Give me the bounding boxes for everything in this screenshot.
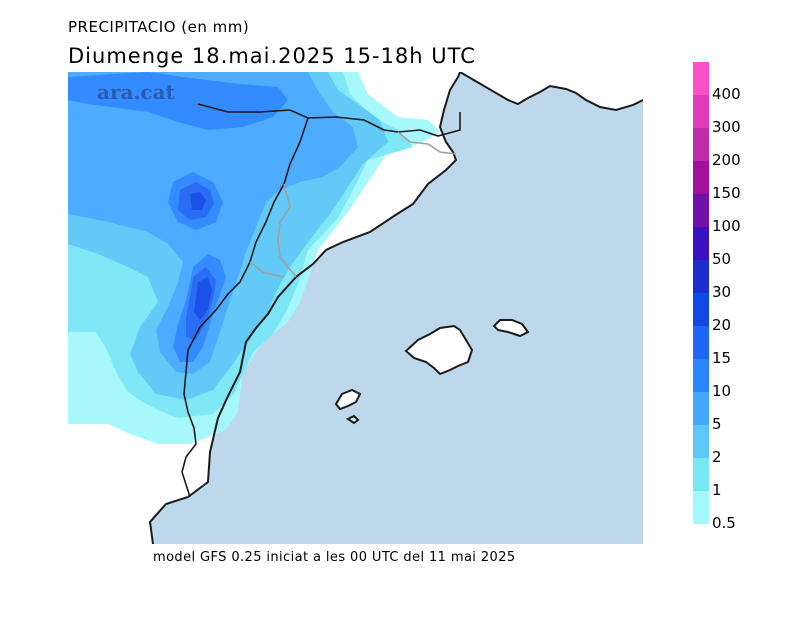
legend-swatch-5 bbox=[693, 392, 709, 425]
legend-swatch-200 bbox=[693, 128, 709, 161]
legend-label-150: 150 bbox=[712, 184, 741, 202]
france-coastline bbox=[459, 72, 643, 112]
legend-label-200: 200 bbox=[712, 151, 741, 169]
map-variable-title: PRECIPITACIO (en mm) bbox=[68, 18, 250, 36]
legend-swatch-400 bbox=[693, 62, 709, 95]
legend-color-bar bbox=[693, 62, 709, 524]
legend-swatch-20 bbox=[693, 293, 709, 326]
legend-label-30: 30 bbox=[712, 283, 732, 301]
legend-label-1: 1 bbox=[712, 481, 722, 499]
legend-label-20: 20 bbox=[712, 316, 732, 334]
island-ibiza bbox=[334, 388, 362, 411]
map-canvas bbox=[68, 72, 643, 544]
legend-label-300: 300 bbox=[712, 118, 741, 136]
model-run-caption: model GFS 0.25 iniciat a les 00 UTC del … bbox=[153, 550, 516, 565]
regional-border bbox=[181, 117, 309, 498]
legend-label-2: 2 bbox=[712, 448, 722, 466]
legend-swatch-2 bbox=[693, 425, 709, 458]
legend-label-50: 50 bbox=[712, 250, 732, 268]
legend-label-5: 5 bbox=[712, 415, 722, 433]
legend-label-100: 100 bbox=[712, 217, 741, 235]
legend-swatch-15 bbox=[693, 326, 709, 359]
precip-10mm-area-north bbox=[68, 72, 288, 130]
land-area-north bbox=[460, 72, 643, 110]
legend-label-0-5: 0.5 bbox=[712, 514, 736, 532]
legend-swatch-150 bbox=[693, 161, 709, 194]
island-formentera bbox=[346, 414, 360, 425]
legend-label-400: 400 bbox=[712, 85, 741, 103]
legend-swatch-30 bbox=[693, 260, 709, 293]
ara-cat-watermark-logo: ara.cat bbox=[97, 80, 175, 104]
internal-border bbox=[249, 131, 457, 278]
precip-20mm-area bbox=[194, 277, 212, 320]
precip-20mm-area-center bbox=[190, 192, 206, 210]
precipitation-field bbox=[68, 72, 440, 444]
legend-swatch-300 bbox=[693, 95, 709, 128]
legend-swatch-50 bbox=[693, 227, 709, 260]
map-datetime-title: Diumenge 18.mai.2025 15-18h UTC bbox=[68, 44, 476, 68]
legend-label-10: 10 bbox=[712, 382, 732, 400]
precipitation-map bbox=[68, 72, 643, 544]
legend-swatch-1 bbox=[693, 458, 709, 491]
island-menorca bbox=[492, 319, 530, 338]
legend-swatch-100 bbox=[693, 194, 709, 227]
island-mallorca bbox=[404, 324, 474, 376]
legend-swatch-0-5 bbox=[693, 491, 709, 524]
country-border bbox=[197, 103, 461, 137]
legend-swatch-10 bbox=[693, 359, 709, 392]
mainland-coastline bbox=[148, 72, 461, 544]
legend-label-15: 15 bbox=[712, 349, 732, 367]
